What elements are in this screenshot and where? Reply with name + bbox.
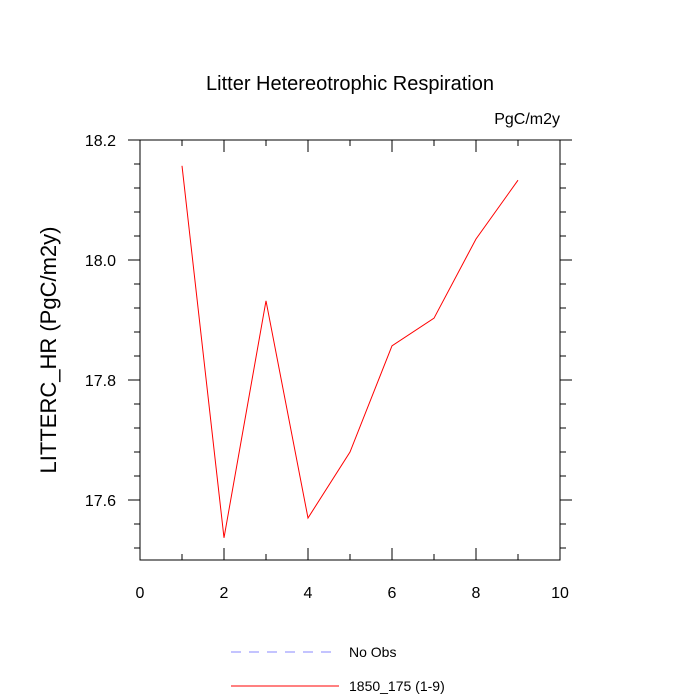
x-tick-label: 8 [472, 585, 481, 602]
x-tick-label: 6 [388, 585, 397, 602]
series-layer [181, 165, 519, 538]
x-tick-label: 4 [304, 585, 313, 602]
units-label: PgC/m2y [494, 111, 560, 128]
y-tick-label: 17.8 [85, 373, 116, 390]
chart-title: Litter Hetereotrophic Respiration [206, 73, 494, 95]
ticks-layer: 0 2 4 6 8 10 17.6 17.8 18.0 18.2 [85, 133, 572, 602]
x-tick-label: 10 [551, 585, 569, 602]
series-line [181, 165, 519, 538]
x-tick-label: 2 [220, 585, 229, 602]
y-tick-label: 17.6 [85, 493, 116, 510]
y-tick-label: 18.0 [85, 253, 116, 270]
x-tick-label: 0 [136, 585, 145, 602]
legend-label: 1850_175 (1-9) [349, 678, 445, 694]
legend: No Obs 1850_175 (1-9) [231, 644, 445, 694]
legend-label: No Obs [349, 644, 396, 660]
y-axis-label: LITTERC_HR (PgC/m2y) [36, 227, 61, 474]
y-tick-label: 18.2 [85, 133, 116, 150]
